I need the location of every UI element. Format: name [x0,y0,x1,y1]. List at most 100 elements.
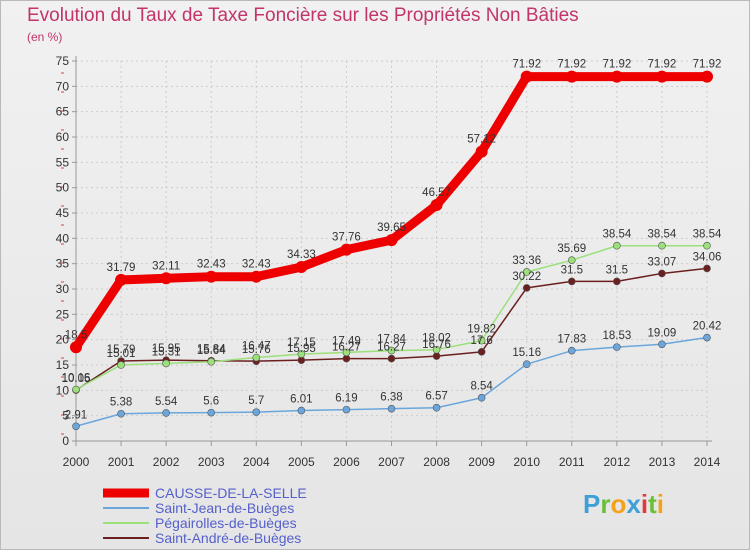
data-point [432,352,441,360]
legend-entry: Saint-André-de-Buèges [155,530,301,546]
data-point [432,403,441,412]
data-point [703,333,711,342]
data-point [477,348,486,356]
chart-title: Evolution du Taux de Taxe Foncière sur l… [27,5,579,26]
data-point [295,261,308,274]
data-label: 30.22 [512,271,541,283]
data-label: 38.54 [693,229,722,241]
data-point [432,345,441,354]
chart-subtitle: (en %) [27,30,63,44]
data-point [703,241,711,250]
data-point [117,361,125,369]
data-point [115,273,128,286]
y-tick-label: 50 [56,181,70,195]
data-point [162,409,170,417]
y-tick-label: 55 [56,155,70,169]
legend-entry: CAUSSE-DE-LA-SELLE [155,485,307,501]
data-label: 19.09 [648,327,677,339]
data-point [160,272,173,285]
data-label: 32.11 [152,260,180,272]
y-tick-label: 40 [56,231,70,245]
data-point [430,199,443,212]
data-label: 6.38 [380,392,402,404]
data-point [117,409,125,418]
x-tick-label: 2010 [513,455,540,469]
logo-letter: x [626,489,641,519]
data-point [70,341,82,354]
data-label: 15.01 [107,348,136,360]
data-label: 17.49 [332,335,361,347]
series-points [70,70,713,431]
data-point [72,422,80,431]
data-point [342,348,351,357]
data-label: 5.54 [155,396,178,408]
data-label: 6.57 [425,391,447,403]
x-tick-label: 2014 [694,455,721,469]
data-point [162,359,170,368]
data-label: 19.82 [467,324,496,336]
x-tick-labels: 2000 2001 2002 2003 2004 2005 2006 2007 2008 2009… [63,455,721,469]
data-label: 32.43 [242,259,271,271]
y-tick-label: 30 [56,282,70,296]
data-label: 15.84 [197,344,226,356]
x-tick-label: 2002 [153,455,180,469]
data-label: 15.79 [107,344,136,356]
data-label: 32.43 [197,259,226,271]
data-point [703,264,711,273]
data-label: 15.64 [197,345,226,357]
legend-entry: Saint-Jean-de-Buèges [155,500,294,516]
data-label: 38.54 [648,229,677,241]
data-point [252,353,261,362]
y-tick-labels: 0 5 10 15 20 25 30 35 40 45 50 55 60 65 70 75 [56,54,70,448]
x-tick-label: 2001 [108,455,135,469]
data-point [655,70,668,83]
data-label: 16.76 [422,339,451,351]
data-point [613,277,621,286]
data-label: 5.38 [110,397,132,409]
data-point [567,346,576,355]
data-label: 16.27 [332,342,361,354]
data-label: 33.36 [512,255,541,267]
data-point [658,269,666,278]
data-label: 10.05 [62,373,91,385]
data-point [658,340,666,349]
data-label: 71.92 [693,59,722,71]
data-point [297,406,306,415]
data-label: 31.5 [561,264,583,276]
logo-letter: r [600,489,611,519]
data-point [477,393,486,402]
data-label: 16.27 [377,342,406,354]
logo-letter: t [648,489,657,519]
data-point [567,277,576,286]
data-label: 6.01 [290,394,312,406]
data-point [522,268,531,276]
data-point [701,70,713,83]
legend: CAUSSE-DE-LA-SELLESaint-Jean-de-BuègesPé… [103,485,307,546]
data-point [567,256,576,264]
data-point [342,405,351,414]
data-label: 20.42 [693,321,722,333]
logo-letter: P [583,489,601,519]
data-label: 17.6 [470,335,492,347]
data-label: 71.92 [557,59,586,71]
data-label: 17.15 [287,337,316,349]
data-point [613,241,621,250]
data-label: 2.91 [65,409,87,421]
data-point [250,270,263,283]
data-point [520,70,533,83]
data-label: 71.92 [602,59,631,71]
x-tick-label: 2008 [423,455,450,469]
y-tick-label: 65 [56,105,70,119]
x-tick-label: 2011 [559,455,585,469]
data-point [610,70,623,83]
axes [61,56,712,446]
data-label: 37.76 [332,232,361,244]
data-label: 34.33 [287,249,316,261]
x-tick-label: 2009 [468,455,495,469]
data-point [613,343,621,351]
y-tick-label: 35 [56,257,70,271]
data-point [207,408,216,417]
data-point [387,404,396,413]
data-label: 18.5 [65,329,87,341]
